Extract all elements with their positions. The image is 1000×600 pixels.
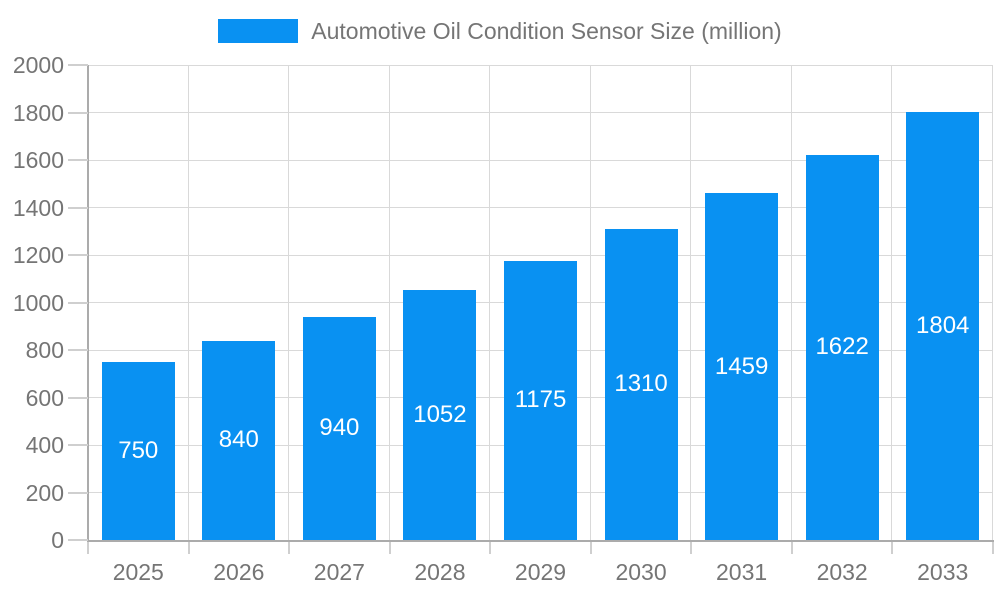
x-gridline [790,65,792,540]
y-axis-label: 1200 [12,242,64,268]
legend-item[interactable]: Automotive Oil Condition Sensor Size (mi… [0,18,1000,44]
x-axis-line [87,540,994,542]
y-axis-line [87,65,89,542]
x-axis-tick [891,542,894,554]
x-axis-tick [992,542,994,554]
x-axis-tick [288,542,291,554]
y-axis-label: 800 [25,337,64,363]
x-axis-label-2033: 2033 [917,559,969,585]
y-axis-label: 1800 [12,99,64,126]
x-axis-label-2025: 2025 [112,559,164,585]
bar-2029: 1175 [504,260,577,540]
y-gridline [88,254,993,256]
y-gridline [88,64,993,66]
y-axis-tick [68,301,88,304]
x-axis-tick [388,542,391,554]
x-axis-label-2026: 2026 [213,559,265,585]
y-axis-tick [68,396,88,399]
bar-value-label: 750 [118,436,159,464]
bar-2031: 1459 [705,193,779,540]
y-axis-tick [68,111,88,114]
x-gridline [891,65,893,540]
x-axis-tick [589,542,592,554]
x-axis-tick [187,542,190,554]
x-gridline [690,65,692,540]
legend-swatch [218,19,299,43]
x-axis-tick [790,542,793,554]
x-axis-label-2027: 2027 [313,559,365,585]
y-axis-label: 200 [25,479,64,506]
y-axis-tick [68,491,88,494]
bar-value-label: 1052 [413,401,467,429]
bar-2025: 750 [101,361,175,540]
bar-value-label: 1310 [614,370,668,398]
y-axis-label: 600 [25,384,64,411]
bar-value-label: 1804 [916,311,970,339]
y-axis-tick [68,159,88,161]
x-gridline [288,65,290,540]
y-gridline [88,112,993,113]
bar-2027: 940 [302,316,376,540]
bar-value-label: 1175 [514,386,567,414]
y-axis-label: 1000 [12,289,64,316]
x-gridline [388,65,390,540]
x-gridline [992,65,993,540]
x-gridline [589,65,591,540]
y-axis-tick [68,206,88,209]
x-axis-label-2028: 2028 [414,559,466,585]
x-axis-label-2031: 2031 [716,559,768,585]
y-axis-tick [68,254,88,256]
y-gridline [88,207,993,208]
bar-value-label: 1459 [714,352,769,380]
bar-2028: 1052 [403,290,477,540]
bar-value-label: 840 [218,426,259,454]
x-axis-label-2032: 2032 [816,559,868,585]
bar-2032: 1622 [805,154,879,540]
y-axis-label: 1400 [12,194,64,221]
y-gridline [88,159,993,161]
y-axis-label: 2000 [12,52,64,78]
y-axis-label: 400 [25,432,64,458]
x-axis-tick [690,542,693,554]
y-axis-label: 1600 [12,147,64,173]
x-gridline [489,65,491,540]
bar-2033: 1804 [906,111,980,540]
x-gridline [187,65,189,540]
legend-label: Automotive Oil Condition Sensor Size (mi… [311,18,782,44]
x-axis-label-2029: 2029 [514,559,567,585]
x-axis-label-2030: 2030 [615,559,667,585]
y-axis-tick [68,64,88,66]
y-axis-tick [68,444,88,446]
bar-value-label: 940 [319,414,360,442]
x-axis-tick [87,542,89,554]
y-axis-tick [68,539,88,541]
bar-value-label: 1622 [815,333,869,361]
y-axis-label: 0 [51,527,64,553]
y-axis-tick [68,349,88,351]
x-axis-tick [489,542,492,554]
bar-2026: 840 [202,340,276,540]
bar-2030: 1310 [604,228,678,540]
